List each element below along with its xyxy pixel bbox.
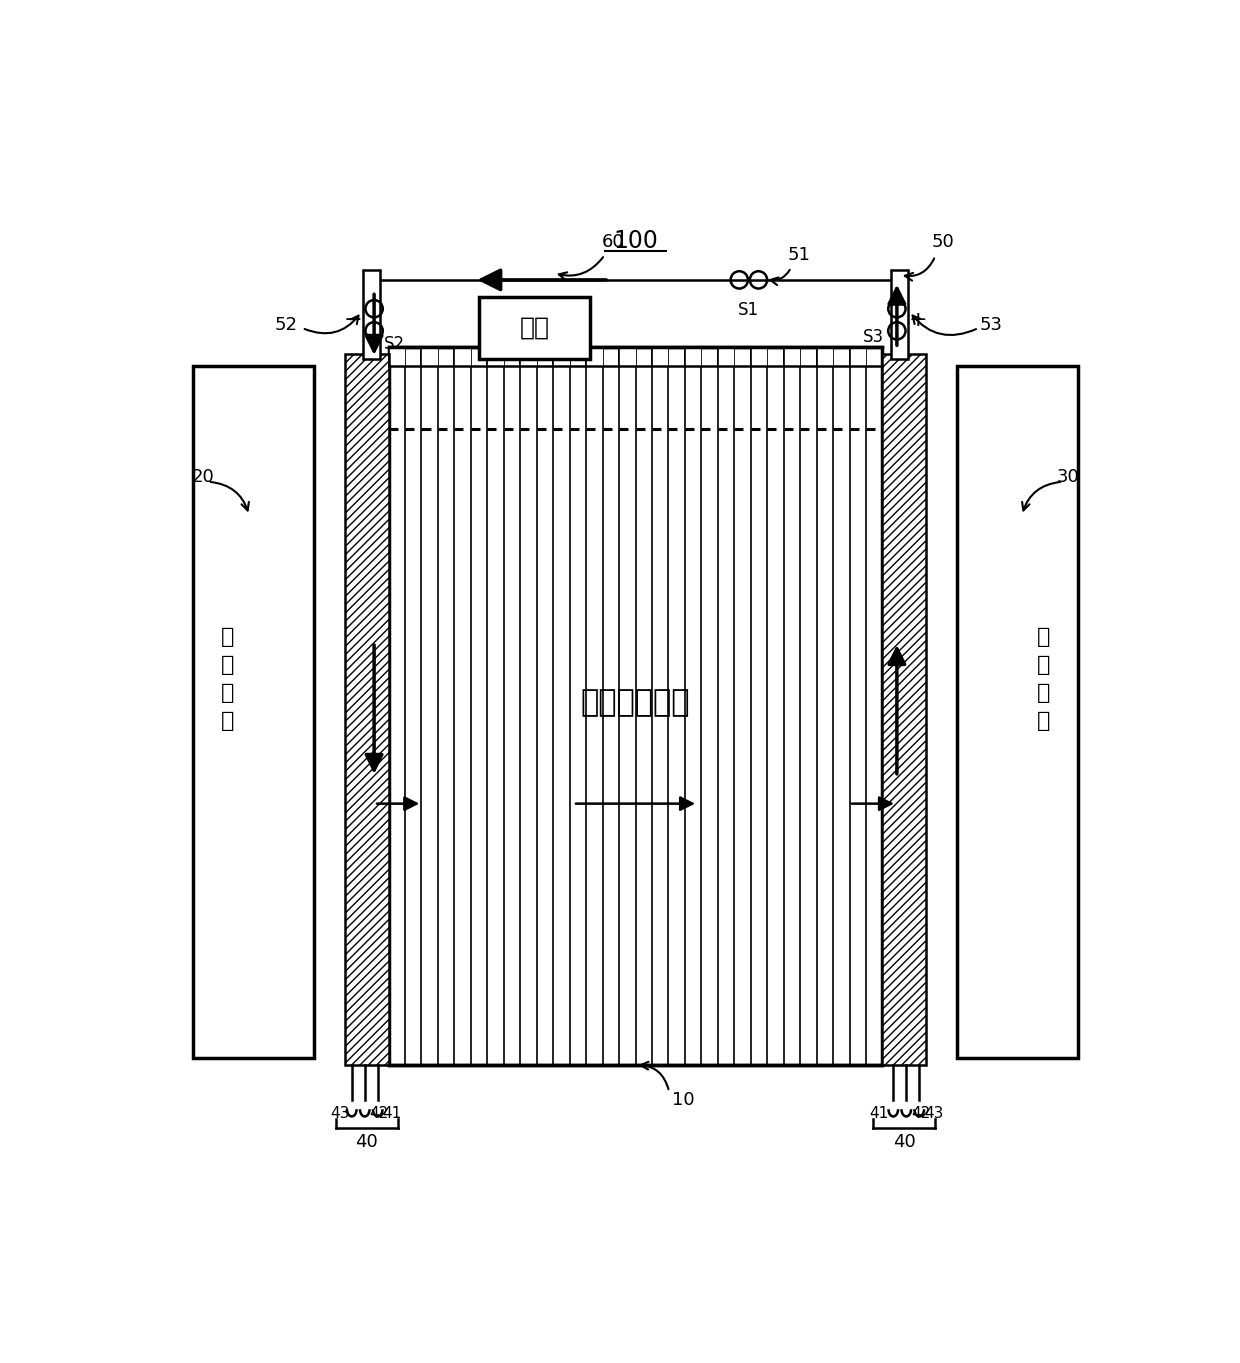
Text: 100: 100 bbox=[613, 229, 658, 254]
Text: 20: 20 bbox=[191, 468, 215, 485]
FancyArrowPatch shape bbox=[905, 259, 934, 281]
Text: 40: 40 bbox=[893, 1133, 915, 1152]
Bar bbox=[619, 348, 635, 367]
Text: +: + bbox=[909, 309, 928, 330]
Text: 50: 50 bbox=[931, 233, 955, 251]
Text: 燃料电池电堆: 燃料电池电堆 bbox=[580, 688, 691, 717]
Bar bbox=[750, 348, 768, 367]
Text: 负载: 负载 bbox=[520, 316, 549, 339]
FancyArrowPatch shape bbox=[305, 316, 358, 334]
Bar bbox=[193, 367, 314, 1058]
Bar bbox=[345, 354, 388, 1065]
Bar bbox=[684, 348, 702, 367]
Bar bbox=[422, 348, 438, 367]
Bar bbox=[480, 297, 590, 360]
Bar bbox=[957, 367, 1078, 1058]
Text: 41: 41 bbox=[869, 1107, 889, 1122]
Text: 52: 52 bbox=[274, 316, 298, 334]
Bar bbox=[454, 348, 471, 367]
Text: 30: 30 bbox=[1056, 468, 1080, 485]
FancyArrowPatch shape bbox=[559, 258, 603, 279]
Text: −: − bbox=[343, 309, 362, 330]
Text: 阴
极
端
板: 阴 极 端 板 bbox=[1037, 627, 1050, 731]
FancyArrowPatch shape bbox=[211, 483, 249, 511]
Bar bbox=[883, 354, 926, 1065]
Bar bbox=[388, 348, 883, 1065]
FancyArrowPatch shape bbox=[641, 1062, 668, 1089]
FancyArrowPatch shape bbox=[1022, 483, 1060, 511]
Text: 53: 53 bbox=[980, 316, 1002, 334]
Text: 10: 10 bbox=[672, 1090, 694, 1108]
Bar bbox=[652, 348, 668, 367]
Text: 41: 41 bbox=[382, 1107, 402, 1122]
Text: 40: 40 bbox=[356, 1133, 378, 1152]
Bar bbox=[553, 348, 569, 367]
Text: 51: 51 bbox=[787, 245, 810, 263]
FancyArrowPatch shape bbox=[913, 316, 976, 335]
Text: S2: S2 bbox=[383, 335, 404, 353]
Text: 43: 43 bbox=[331, 1107, 350, 1122]
Text: S1: S1 bbox=[738, 301, 759, 319]
Text: 42: 42 bbox=[370, 1107, 389, 1122]
Bar bbox=[363, 270, 381, 358]
FancyArrowPatch shape bbox=[770, 270, 790, 285]
Text: 43: 43 bbox=[924, 1107, 944, 1122]
Bar bbox=[890, 270, 908, 358]
Bar bbox=[521, 348, 537, 367]
Bar bbox=[817, 348, 833, 367]
Bar bbox=[487, 348, 503, 367]
Text: S3: S3 bbox=[863, 328, 884, 346]
Text: 60: 60 bbox=[601, 233, 625, 251]
Bar bbox=[718, 348, 734, 367]
Bar bbox=[784, 348, 800, 367]
Text: 阳
极
端
板: 阳 极 端 板 bbox=[221, 627, 234, 731]
Bar bbox=[388, 348, 405, 367]
Bar bbox=[849, 348, 866, 367]
Text: 42: 42 bbox=[911, 1107, 930, 1122]
Bar bbox=[587, 348, 603, 367]
